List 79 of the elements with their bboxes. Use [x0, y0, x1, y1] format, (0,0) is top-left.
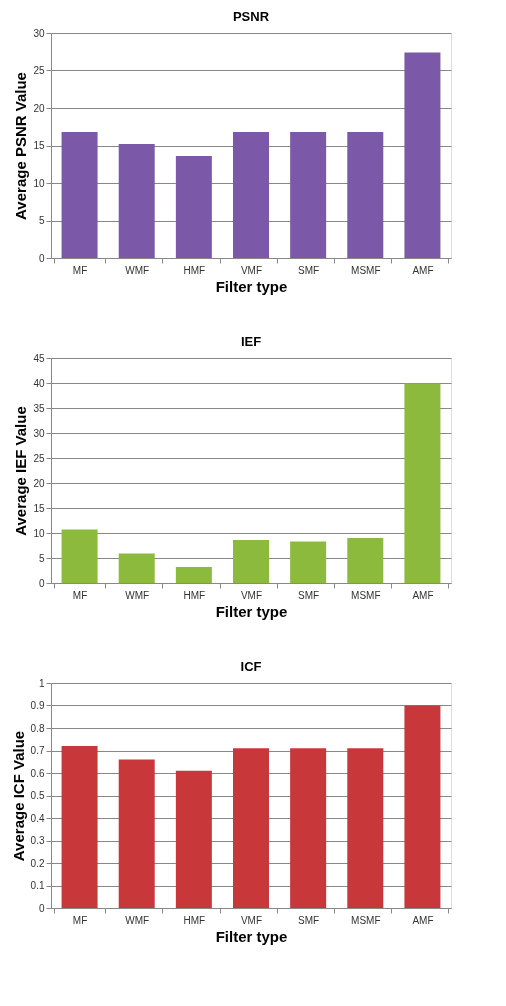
x-tick-label: VMF	[240, 914, 263, 926]
bar	[404, 383, 441, 583]
bar	[118, 553, 155, 583]
x-tick-label: HMF	[183, 264, 206, 276]
bar	[233, 748, 269, 908]
y-tick-label: 0	[38, 252, 45, 264]
x-tick-label: SMF	[298, 589, 320, 601]
y-tick-label: 10	[33, 527, 45, 539]
bar	[404, 52, 441, 258]
y-tick-label: 25	[33, 65, 45, 76]
bar	[290, 541, 327, 583]
x-tick-label: WMF	[125, 264, 150, 276]
y-axis-title: Average PSNR Value	[12, 72, 30, 220]
y-tick-label: 1	[38, 677, 45, 689]
y-axis-title: Average ICF Value	[9, 730, 27, 862]
x-tick-label: SMF	[298, 914, 320, 926]
bar	[290, 748, 327, 908]
bar	[347, 748, 384, 908]
y-tick-label: 45	[33, 352, 45, 364]
x-tick-label: AMF	[412, 264, 434, 276]
bar	[347, 538, 384, 583]
y-tick-label: 10	[33, 177, 45, 189]
x-axis-title: Filter type	[215, 927, 288, 945]
x-tick-label: MF	[72, 589, 88, 601]
x-axis-title: Filter type	[215, 277, 288, 295]
bar	[118, 144, 155, 258]
y-tick-label: 20	[33, 477, 45, 489]
x-tick-label: MF	[72, 914, 88, 926]
y-tick-label: 25	[33, 452, 45, 464]
chart-title: ICF	[240, 659, 262, 674]
y-tick-label: 0.9	[30, 700, 45, 711]
x-tick-label: SMF	[298, 264, 320, 276]
x-tick-label: VMF	[240, 589, 263, 601]
bar	[404, 705, 441, 908]
bar	[290, 132, 327, 258]
y-tick-label: 0.7	[30, 745, 45, 756]
y-tick-label: 15	[33, 502, 45, 514]
bar	[347, 132, 384, 258]
y-tick-label: 15	[33, 140, 45, 151]
x-tick-label: MSMF	[351, 914, 381, 926]
bar	[233, 540, 269, 583]
x-tick-label: AMF	[412, 914, 434, 926]
y-axis-title: Average IEF Value	[12, 406, 30, 536]
bar	[175, 770, 212, 908]
y-tick-label: 5	[38, 552, 45, 564]
x-tick-label: WMF	[125, 914, 150, 926]
y-tick-label: 30	[33, 27, 45, 39]
y-tick-label: 0.4	[30, 812, 45, 824]
y-tick-label: 40	[33, 377, 45, 389]
bar	[61, 529, 98, 583]
bar	[61, 746, 98, 908]
bar	[175, 567, 212, 583]
bar	[233, 132, 269, 258]
y-tick-label: 5	[38, 215, 45, 226]
x-axis-title: Filter type	[215, 602, 288, 620]
bar	[175, 156, 212, 258]
y-tick-label: 0.3	[30, 835, 45, 846]
y-tick-label: 0.2	[30, 857, 45, 869]
chart-title: IEF	[240, 334, 262, 349]
x-tick-label: VMF	[240, 264, 263, 276]
bar	[61, 132, 98, 258]
y-tick-label: 0	[38, 902, 45, 914]
x-tick-label: HMF	[183, 914, 206, 926]
chart-title: PSNR	[232, 9, 270, 24]
x-tick-label: WMF	[125, 589, 150, 601]
y-tick-label: 35	[33, 402, 45, 414]
x-tick-label: MF	[72, 264, 88, 276]
y-tick-label: 0.8	[30, 722, 45, 734]
y-tick-label: 30	[33, 427, 45, 439]
y-tick-label: 0	[38, 577, 45, 589]
y-tick-label: 0.6	[30, 767, 45, 779]
x-tick-label: HMF	[183, 589, 206, 601]
y-tick-label: 0.5	[30, 790, 45, 801]
x-tick-label: AMF	[412, 589, 434, 601]
y-tick-label: 0.1	[30, 880, 45, 891]
bar	[118, 759, 155, 908]
x-tick-label: MSMF	[351, 264, 381, 276]
y-tick-label: 20	[33, 102, 45, 114]
x-tick-label: MSMF	[351, 589, 381, 601]
